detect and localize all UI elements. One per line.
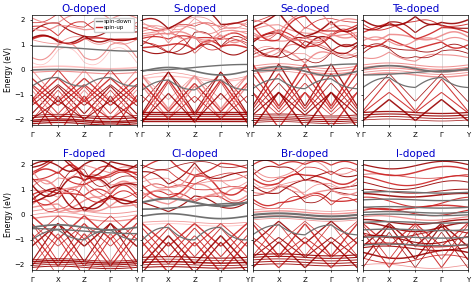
Title: Br-doped: Br-doped xyxy=(282,149,328,159)
Title: I-doped: I-doped xyxy=(396,149,435,159)
Title: O-doped: O-doped xyxy=(62,4,107,14)
Title: Se-doped: Se-doped xyxy=(280,4,329,14)
Y-axis label: Energy (eV): Energy (eV) xyxy=(4,192,13,237)
Title: Te-doped: Te-doped xyxy=(392,4,439,14)
Title: Cl-doped: Cl-doped xyxy=(171,149,218,159)
Title: F-doped: F-doped xyxy=(63,149,105,159)
Y-axis label: Energy (eV): Energy (eV) xyxy=(4,47,13,92)
Legend: spin-down, spin-up: spin-down, spin-up xyxy=(94,18,134,32)
Title: S-doped: S-doped xyxy=(173,4,216,14)
